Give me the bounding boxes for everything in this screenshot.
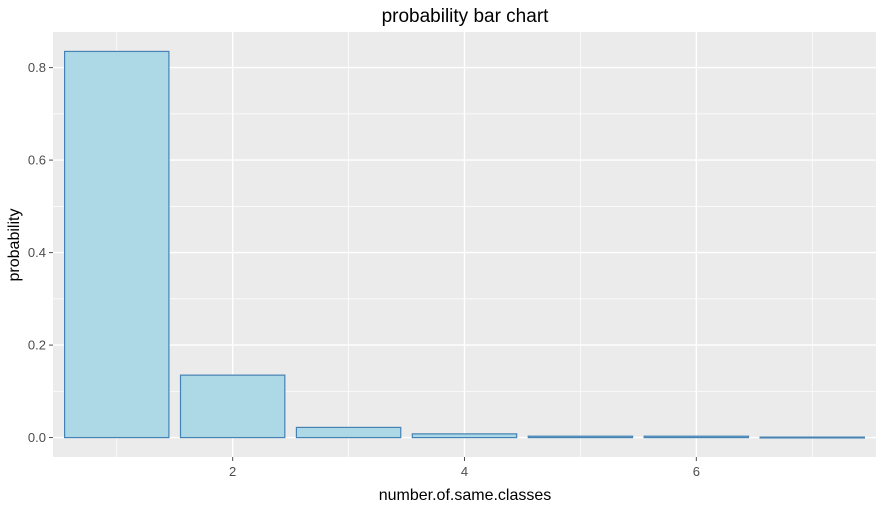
bar-1 bbox=[63, 50, 170, 439]
bar-7 bbox=[759, 436, 866, 439]
x-tick-label: 6 bbox=[693, 464, 700, 479]
y-axis: 0.0 0.2 0.4 0.6 0.8 bbox=[28, 60, 53, 445]
x-tick-label: 2 bbox=[229, 464, 236, 479]
bar-5 bbox=[527, 435, 634, 439]
y-tick-label: 0.8 bbox=[28, 60, 46, 75]
y-tick-label: 0.4 bbox=[28, 245, 46, 260]
x-tick-label: 4 bbox=[461, 464, 468, 479]
y-tick-label: 0.2 bbox=[28, 338, 46, 353]
bar-2 bbox=[179, 374, 286, 439]
y-axis-title: probability bbox=[6, 209, 23, 282]
bar-4 bbox=[411, 433, 518, 439]
x-axis-title: number.of.same.classes bbox=[379, 487, 552, 504]
y-tick-label: 0.6 bbox=[28, 153, 46, 168]
bars bbox=[63, 50, 866, 439]
bar-6 bbox=[643, 435, 750, 439]
chart-title: probability bar chart bbox=[382, 6, 550, 27]
y-tick-label: 0.0 bbox=[28, 430, 46, 445]
x-axis: 2 4 6 bbox=[229, 457, 700, 479]
bar-3 bbox=[295, 426, 402, 439]
